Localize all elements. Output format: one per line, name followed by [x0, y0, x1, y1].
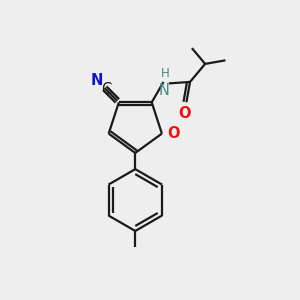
Text: C: C	[101, 82, 111, 97]
Text: O: O	[167, 126, 180, 141]
Text: N: N	[159, 83, 170, 98]
Text: O: O	[179, 106, 191, 121]
Text: N: N	[91, 73, 104, 88]
Text: H: H	[160, 67, 169, 80]
